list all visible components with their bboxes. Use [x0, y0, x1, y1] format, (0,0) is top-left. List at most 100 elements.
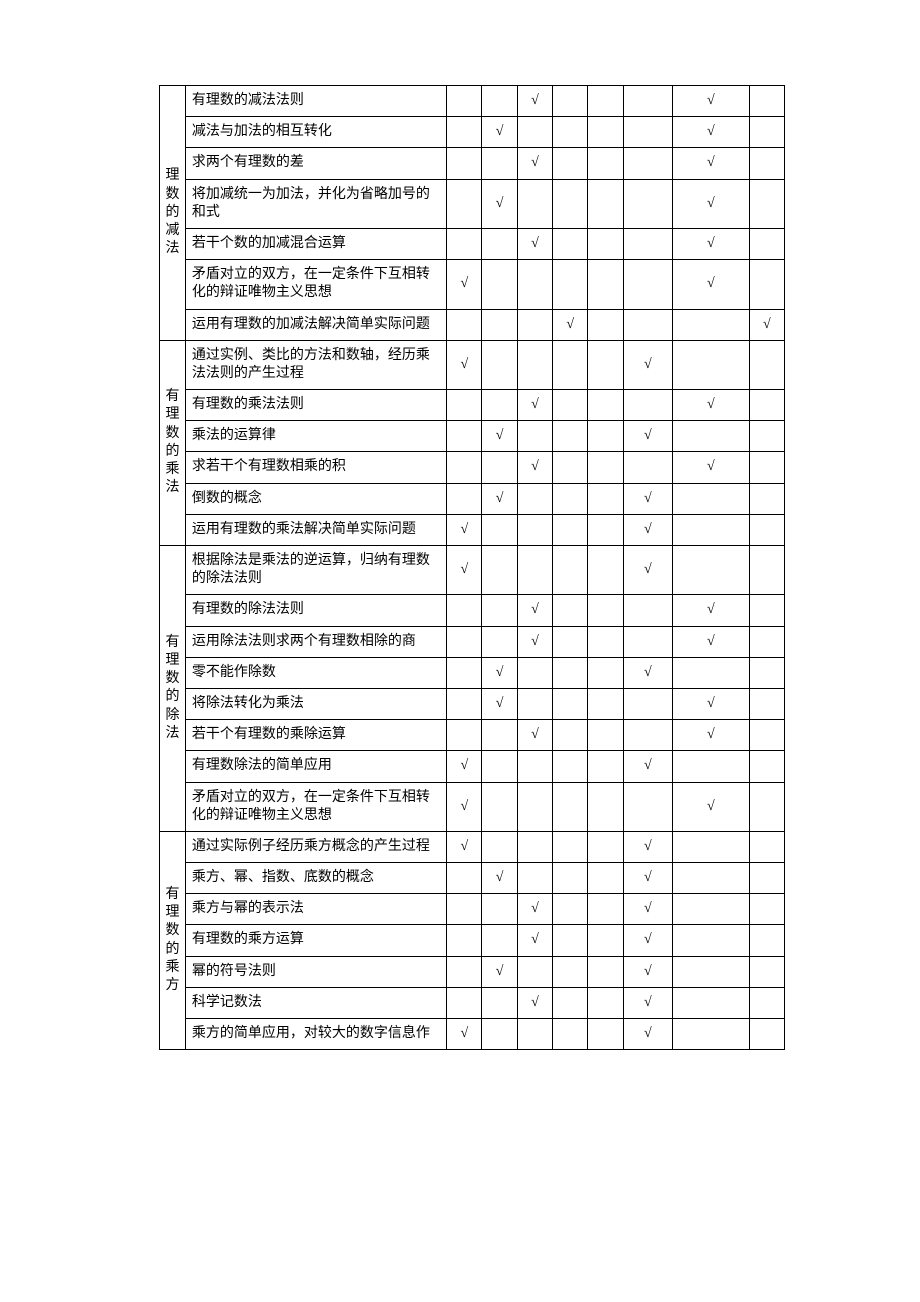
- section-label: 有理数的除法: [160, 546, 186, 832]
- check-mark-icon: √: [531, 634, 539, 649]
- content-cell: 将除法转化为乘法: [185, 688, 446, 719]
- check-cell: [749, 751, 784, 782]
- table-row: 有理数除法的简单应用√√: [160, 751, 785, 782]
- table-row: 运用有理数的乘法解决简单实际问题√√: [160, 514, 785, 545]
- check-cell: [553, 956, 588, 987]
- content-cell: 通过实例、类比的方法和数轴，经历乘法法则的产生过程: [185, 340, 446, 389]
- check-cell: [553, 421, 588, 452]
- check-cell: √: [517, 390, 552, 421]
- check-cell: [553, 894, 588, 925]
- check-cell: √: [673, 260, 750, 309]
- check-mark-icon: √: [644, 964, 652, 979]
- check-mark-icon: √: [644, 1026, 652, 1041]
- check-cell: [588, 751, 623, 782]
- check-cell: √: [517, 228, 552, 259]
- check-cell: [588, 86, 623, 117]
- check-cell: √: [623, 546, 672, 595]
- check-cell: [482, 514, 517, 545]
- check-mark-icon: √: [707, 124, 715, 139]
- check-cell: [673, 657, 750, 688]
- table-row: 有理数的乘方通过实际例子经历乘方概念的产生过程√√: [160, 831, 785, 862]
- table-row: 有理数的除法根据除法是乘法的逆运算，归纳有理数的除法法则√√: [160, 546, 785, 595]
- content-cell: 若干个数的加减混合运算: [185, 228, 446, 259]
- check-cell: [623, 452, 672, 483]
- check-cell: [517, 421, 552, 452]
- check-cell: √: [482, 657, 517, 688]
- check-cell: [517, 956, 552, 987]
- check-mark-icon: √: [707, 634, 715, 649]
- check-cell: [623, 179, 672, 228]
- check-cell: [623, 595, 672, 626]
- check-cell: [623, 688, 672, 719]
- check-mark-icon: √: [566, 317, 574, 332]
- check-mark-icon: √: [707, 727, 715, 742]
- check-cell: [623, 309, 672, 340]
- check-cell: √: [673, 179, 750, 228]
- check-cell: [553, 117, 588, 148]
- check-mark-icon: √: [531, 397, 539, 412]
- check-mark-icon: √: [644, 995, 652, 1010]
- check-cell: [749, 421, 784, 452]
- check-cell: √: [623, 657, 672, 688]
- check-mark-icon: √: [707, 93, 715, 108]
- check-cell: [749, 626, 784, 657]
- check-cell: √: [517, 595, 552, 626]
- check-cell: √: [482, 179, 517, 228]
- check-cell: [623, 117, 672, 148]
- check-cell: √: [482, 956, 517, 987]
- check-cell: [447, 228, 482, 259]
- check-cell: √: [482, 421, 517, 452]
- check-cell: [482, 751, 517, 782]
- check-cell: [588, 260, 623, 309]
- check-cell: [673, 925, 750, 956]
- check-cell: √: [673, 148, 750, 179]
- check-cell: [588, 863, 623, 894]
- check-cell: [588, 228, 623, 259]
- check-cell: [588, 340, 623, 389]
- check-cell: [623, 720, 672, 751]
- check-cell: [482, 309, 517, 340]
- table-row: 将除法转化为乘法√√: [160, 688, 785, 719]
- check-cell: √: [673, 86, 750, 117]
- content-cell: 零不能作除数: [185, 657, 446, 688]
- check-cell: [588, 421, 623, 452]
- check-cell: [749, 260, 784, 309]
- check-cell: √: [623, 831, 672, 862]
- content-cell: 倒数的概念: [185, 483, 446, 514]
- check-cell: [447, 987, 482, 1018]
- check-cell: [673, 751, 750, 782]
- check-mark-icon: √: [531, 727, 539, 742]
- table-row: 倒数的概念√√: [160, 483, 785, 514]
- check-cell: [482, 546, 517, 595]
- check-cell: [749, 894, 784, 925]
- check-cell: [482, 340, 517, 389]
- check-cell: [553, 688, 588, 719]
- check-cell: [482, 228, 517, 259]
- check-cell: √: [749, 309, 784, 340]
- check-cell: [673, 863, 750, 894]
- check-mark-icon: √: [496, 124, 504, 139]
- check-cell: [588, 657, 623, 688]
- check-cell: [447, 956, 482, 987]
- check-cell: [588, 483, 623, 514]
- check-mark-icon: √: [707, 696, 715, 711]
- check-cell: √: [447, 831, 482, 862]
- table-row: 求若干个有理数相乘的积√√: [160, 452, 785, 483]
- check-cell: [482, 782, 517, 831]
- content-cell: 乘方与幂的表示法: [185, 894, 446, 925]
- check-cell: [553, 390, 588, 421]
- content-cell: 求若干个有理数相乘的积: [185, 452, 446, 483]
- check-cell: [588, 894, 623, 925]
- check-cell: [749, 179, 784, 228]
- content-cell: 幂的符号法则: [185, 956, 446, 987]
- section-label: 有理数的乘法: [160, 340, 186, 545]
- check-cell: [673, 1019, 750, 1050]
- check-cell: [588, 987, 623, 1018]
- check-cell: [517, 309, 552, 340]
- check-cell: √: [517, 148, 552, 179]
- check-cell: √: [673, 228, 750, 259]
- check-mark-icon: √: [496, 491, 504, 506]
- check-mark-icon: √: [531, 901, 539, 916]
- check-cell: [482, 1019, 517, 1050]
- check-cell: [553, 260, 588, 309]
